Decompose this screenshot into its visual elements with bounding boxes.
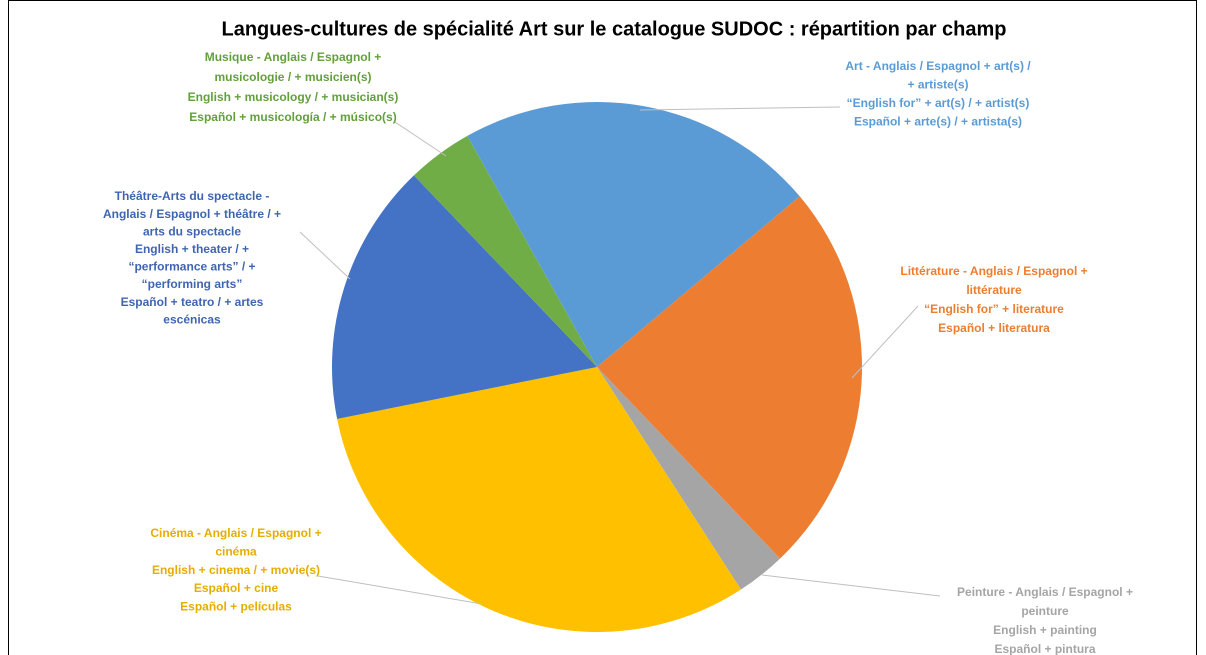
pie-slice: [413, 135, 597, 367]
slice-label-line: littérature: [966, 283, 1022, 297]
slice-label-line: Cinéma - Anglais / Espagnol +: [150, 526, 321, 540]
slice-label-line: Art - Anglais / Espagnol + art(s) /: [845, 59, 1031, 73]
leader-line: [317, 575, 483, 605]
leader-line: [394, 121, 447, 157]
slice-label-line: Español + teatro / + artes: [121, 295, 264, 309]
slice-label-line: Musique - Anglais / Espagnol +: [205, 50, 382, 64]
slice-label: Cinéma - Anglais / Espagnol + cinéma Engli…: [150, 526, 321, 613]
chart-title: Langues-cultures de spécialité Art sur l…: [222, 18, 1007, 40]
pie-slice: [467, 102, 800, 368]
pie-slice: [332, 175, 597, 419]
leader-line: [639, 106, 841, 111]
slice-label-line: peinture: [1021, 604, 1069, 618]
slice-label-line: Español + pintura: [994, 642, 1095, 655]
slice-label-line: escénicas: [163, 312, 221, 326]
slice-label: Peinture - Anglais / Espagnol + peinture E…: [957, 585, 1133, 655]
slice-label: Théâtre-Arts du spectacle - Anglais / Esp…: [103, 189, 281, 326]
frame: [8, 0, 1197, 655]
leader-lines: [299, 106, 941, 605]
slice-label-line: Théâtre-Arts du spectacle -: [115, 189, 270, 203]
pie-slice: [337, 367, 741, 633]
slice-label-line: Español + películas: [180, 599, 292, 613]
slice-label-line: “English for” + literature: [924, 302, 1064, 316]
pie-slice: [597, 367, 781, 590]
slice-label-line: English + painting: [993, 623, 1097, 637]
pie: [332, 102, 863, 633]
slice-label-line: Español + arte(s) / + artista(s): [854, 115, 1022, 129]
leader-line: [299, 231, 351, 280]
slice-label-line: “English for” + art(s) / + artist(s): [847, 96, 1030, 110]
leader-line: [761, 574, 941, 597]
slice-label-line: English + theater / +: [135, 242, 249, 256]
slice-label-line: Littérature - Anglais / Espagnol +: [900, 264, 1087, 278]
slice-label-line: English + cinema / + movie(s): [152, 563, 320, 577]
slice-label: Art - Anglais / Espagnol + art(s) / + art…: [845, 59, 1031, 129]
slice-label-line: “performing arts”: [142, 277, 243, 291]
slice-label-line: + artiste(s): [907, 78, 968, 92]
slice-label-line: English + musicology / + musician(s): [188, 90, 399, 104]
slice-label: Littérature - Anglais / Espagnol + littér…: [900, 264, 1087, 335]
slice-label: Musique - Anglais / Espagnol + musicologi…: [188, 50, 399, 124]
slice-label-line: musicologie / + musicien(s): [214, 70, 371, 84]
slice-label-line: Español + literatura: [938, 321, 1050, 335]
slice-label-line: cinéma: [215, 544, 257, 558]
slice-label-line: Español + cine: [194, 581, 279, 595]
slice-label-line: arts du spectacle: [143, 224, 241, 238]
slice-label-line: Español + musicología / + músico(s): [189, 110, 396, 124]
slice-label-line: “performance arts” / +: [128, 260, 255, 274]
slice-label-line: Anglais / Espagnol + théâtre / +: [103, 207, 281, 221]
leader-line: [851, 305, 919, 379]
pie-slice: [597, 196, 863, 559]
slice-label-line: Peinture - Anglais / Espagnol +: [957, 585, 1133, 599]
